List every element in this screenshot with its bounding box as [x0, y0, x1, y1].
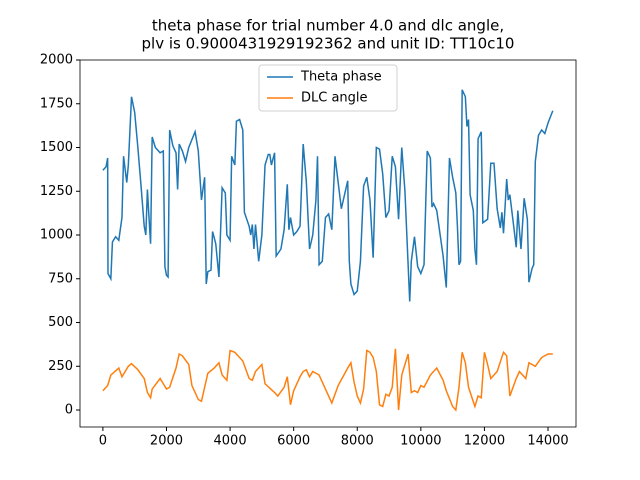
x-tick-label: 8000 [341, 434, 374, 449]
y-tick-label: 1750 [40, 96, 73, 111]
y-tick-label: 2000 [40, 53, 73, 68]
plot-frame [79, 59, 577, 428]
x-tick-label: 6000 [277, 434, 310, 449]
legend-label: DLC angle [301, 91, 368, 106]
chart-title: plv is 0.9000431929192362 and unit ID: T… [142, 35, 515, 53]
x-tick-label: 12000 [464, 434, 505, 449]
y-tick-label: 1500 [40, 140, 73, 155]
y-tick-label: 0 [65, 403, 73, 418]
x-tick-label: 14000 [527, 434, 568, 449]
y-tick-label: 250 [48, 359, 73, 374]
x-tick-label: 2000 [150, 434, 183, 449]
x-tick-label: 10000 [400, 434, 441, 449]
y-tick-label: 1250 [40, 184, 73, 199]
y-tick-label: 500 [48, 315, 73, 330]
data-line [102, 89, 554, 302]
legend-label: Theta phase [300, 70, 382, 85]
x-tick-label: 4000 [214, 434, 247, 449]
chart-title: theta phase for trial number 4.0 and dlc… [152, 17, 504, 35]
data-line [102, 348, 553, 412]
y-tick-label: 1000 [40, 228, 73, 243]
legend-box [258, 64, 398, 112]
y-tick-label: 750 [48, 271, 73, 286]
x-tick-label: 0 [99, 434, 107, 449]
